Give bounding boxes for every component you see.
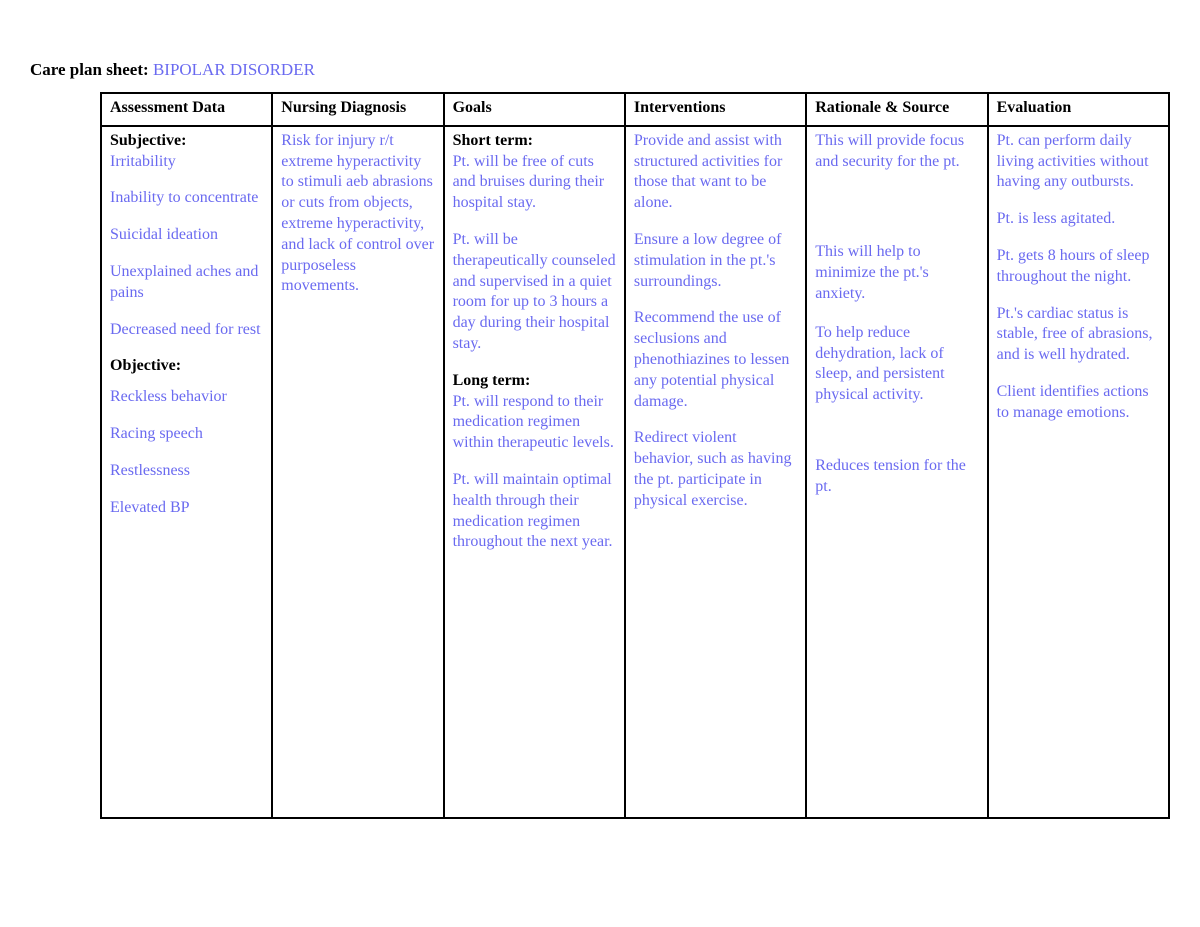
cell-assessment: Subjective: Irritability Inability to co… [101, 126, 272, 818]
table-header-row: Assessment Data Nursing Diagnosis Goals … [101, 93, 1169, 126]
table-body-row: Subjective: Irritability Inability to co… [101, 126, 1169, 818]
evaluation-item: Pt. gets 8 hours of sleep throughout the… [997, 246, 1160, 288]
subjective-item: Irritability [110, 152, 263, 173]
care-plan-table: Assessment Data Nursing Diagnosis Goals … [100, 92, 1170, 819]
subjective-item: Unexplained aches and pains [110, 262, 263, 304]
long-term-label: Long term: [453, 371, 616, 392]
goal-long: Pt. will respond to their medication reg… [453, 392, 616, 454]
intervention-item: Recommend the use of seclusions and phen… [634, 308, 797, 412]
cell-rationale: This will provide focus and security for… [806, 126, 987, 818]
objective-item: Elevated BP [110, 498, 263, 519]
header-evaluation: Evaluation [988, 93, 1169, 126]
cell-evaluation: Pt. can perform daily living activities … [988, 126, 1169, 818]
header-assessment: Assessment Data [101, 93, 272, 126]
header-rationale: Rationale & Source [806, 93, 987, 126]
intervention-item: Redirect violent behavior, such as havin… [634, 428, 797, 511]
evaluation-item: Pt.'s cardiac status is stable, free of … [997, 304, 1160, 366]
goal-short: Pt. will be free of cuts and bruises dur… [453, 152, 616, 214]
rationale-item: To help reduce dehydration, lack of slee… [815, 323, 978, 406]
header-diagnosis: Nursing Diagnosis [272, 93, 443, 126]
objective-item: Racing speech [110, 424, 263, 445]
subjective-item: Inability to concentrate [110, 188, 263, 209]
header-goals: Goals [444, 93, 625, 126]
header-interventions: Interventions [625, 93, 806, 126]
intervention-item: Ensure a low degree of stimulation in th… [634, 230, 797, 292]
rationale-item: Reduces tension for the pt. [815, 456, 978, 498]
cell-goals: Short term: Pt. will be free of cuts and… [444, 126, 625, 818]
rationale-item: This will help to minimize the pt.'s anx… [815, 242, 978, 304]
rationale-item: This will provide focus and security for… [815, 131, 978, 173]
page-title: Care plan sheet: BIPOLAR DISORDER [30, 60, 1170, 80]
evaluation-item: Pt. is less agitated. [997, 209, 1160, 230]
subjective-item: Decreased need for rest [110, 320, 263, 341]
title-prefix: Care plan sheet: [30, 60, 153, 79]
short-term-label: Short term: [453, 131, 616, 152]
cell-diagnosis: Risk for injury r/t extreme hyperactivit… [272, 126, 443, 818]
goal-short: Pt. will be therapeutically counseled an… [453, 230, 616, 355]
objective-label: Objective: [110, 356, 263, 377]
subjective-label: Subjective: [110, 131, 263, 152]
cell-interventions: Provide and assist with structured activ… [625, 126, 806, 818]
subjective-item: Suicidal ideation [110, 225, 263, 246]
evaluation-item: Client identifies actions to manage emot… [997, 382, 1160, 424]
objective-item: Restlessness [110, 461, 263, 482]
evaluation-item: Pt. can perform daily living activities … [997, 131, 1160, 193]
care-plan-page: Care plan sheet: BIPOLAR DISORDER Assess… [0, 0, 1200, 849]
title-topic: BIPOLAR DISORDER [153, 60, 315, 79]
objective-item: Reckless behavior [110, 387, 263, 408]
diagnosis-text: Risk for injury r/t extreme hyperactivit… [281, 131, 434, 297]
intervention-item: Provide and assist with structured activ… [634, 131, 797, 214]
goal-long: Pt. will maintain optimal health through… [453, 470, 616, 553]
